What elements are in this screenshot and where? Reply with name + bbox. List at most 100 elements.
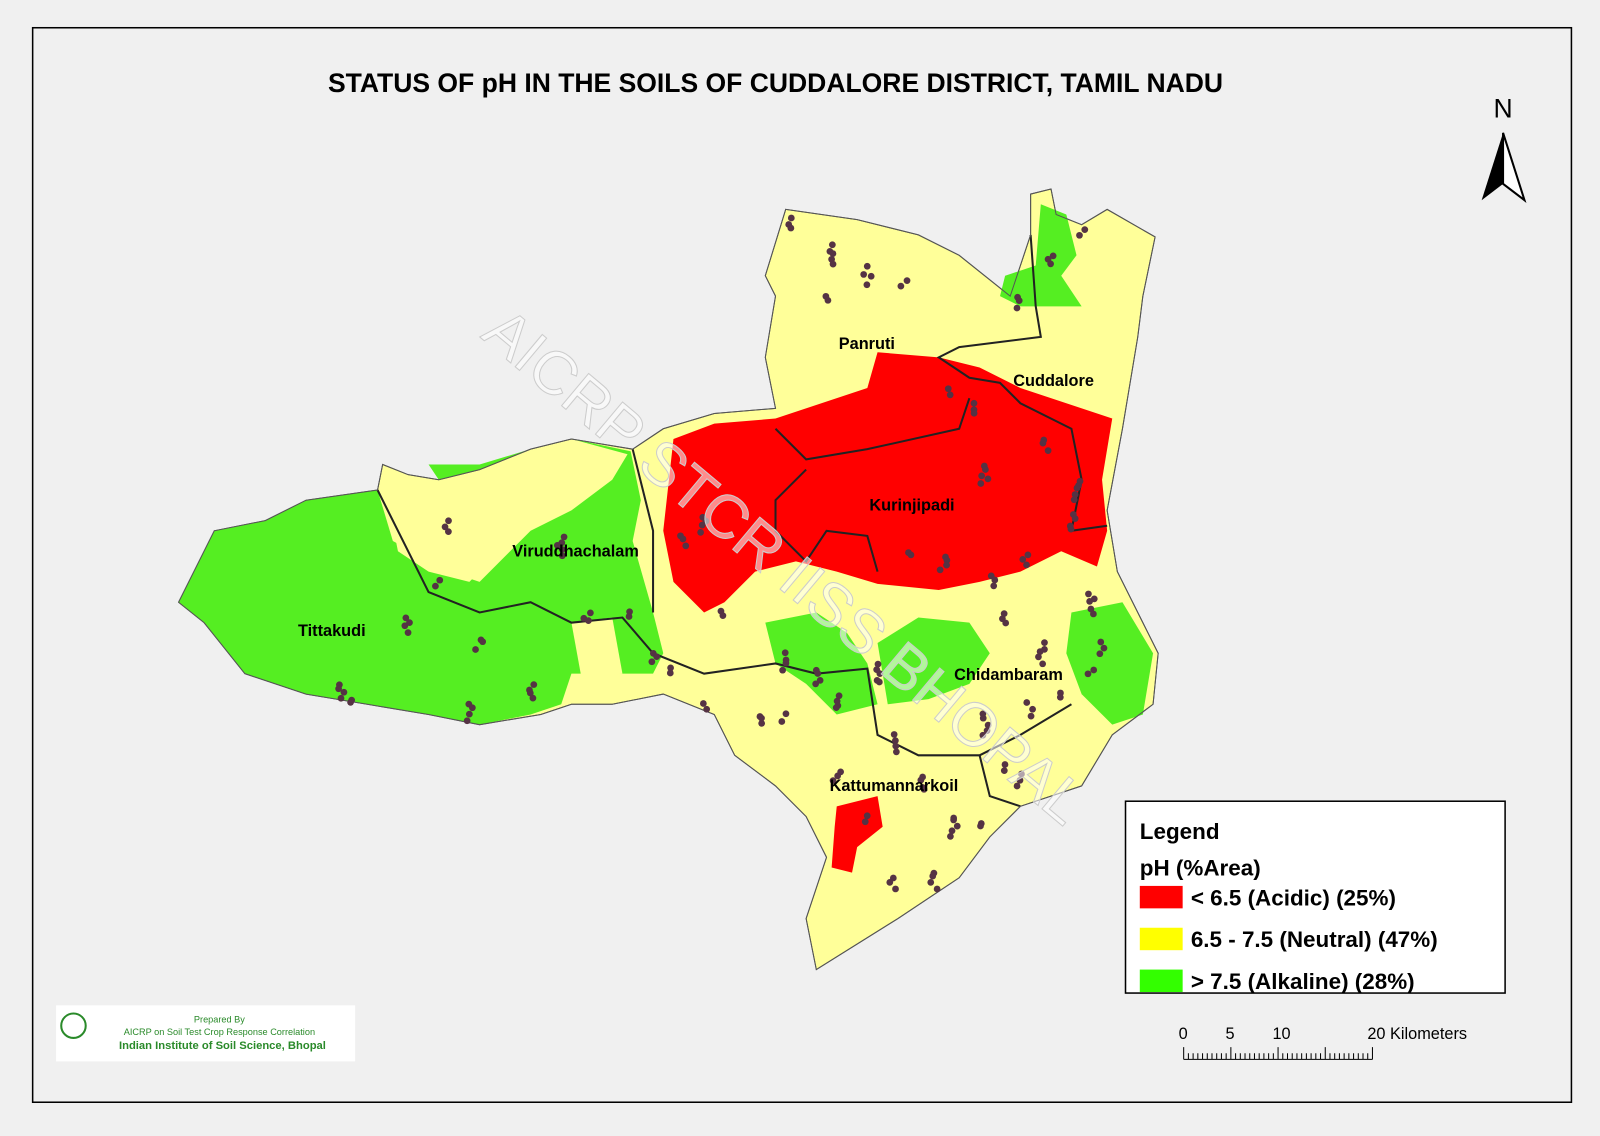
place-label: Viruddhachalam (512, 542, 639, 560)
legend-label: 6.5 - 7.5 (Neutral) (47%) (1191, 927, 1438, 952)
legend: Legend pH (%Area) < 6.5 (Acidic) (25%) 6.… (1124, 800, 1506, 994)
sample-point (950, 816, 957, 824)
sample-point (1086, 598, 1093, 605)
sample-point (936, 566, 944, 574)
sample-point (782, 659, 790, 667)
sample-point (1049, 252, 1057, 260)
sample-point (648, 658, 656, 666)
sample-point (897, 282, 905, 290)
sample-point (861, 818, 869, 826)
sample-point (667, 664, 674, 672)
sample-point (1024, 551, 1032, 559)
sample-point (1076, 231, 1083, 239)
sample-point (927, 878, 935, 886)
scale-label: 5 (1226, 1025, 1235, 1043)
place-label: Cuddalore (1013, 372, 1094, 390)
sample-point (347, 698, 354, 706)
sample-point (1023, 561, 1030, 569)
sample-point (943, 556, 951, 564)
sample-point (832, 704, 840, 712)
boundary (774, 468, 879, 572)
sample-point (1016, 776, 1024, 784)
sample-point (874, 660, 882, 668)
boundary (978, 755, 1021, 808)
sample-point (682, 542, 690, 550)
sample-point (703, 705, 711, 713)
sample-point (436, 576, 444, 584)
sample-point (697, 528, 704, 536)
scale-label: 0 (1179, 1025, 1188, 1043)
sample-point (1018, 770, 1025, 778)
legend-swatch (1139, 927, 1183, 951)
legend-label: > 7.5 (Alkaline) (28%) (1191, 969, 1415, 994)
sample-point (666, 669, 674, 677)
sample-point (1090, 666, 1098, 674)
district-outline (177, 188, 1159, 971)
scale-label: 10 (1272, 1025, 1290, 1043)
sample-point (876, 670, 884, 678)
sample-point (953, 822, 961, 830)
sample-point (782, 710, 790, 718)
sample-point (1081, 226, 1089, 234)
sample-point (787, 214, 795, 222)
alkaline-area (178, 438, 664, 725)
credit-line: Indian Institute of Soil Science, Bhopal (119, 1040, 326, 1052)
credits-box (56, 1005, 356, 1062)
sample-point (1071, 491, 1079, 498)
legend-label: < 6.5 (Acidic) (25%) (1191, 885, 1396, 910)
place-label: Kattumannarkoil (830, 777, 959, 795)
sample-point (978, 472, 986, 480)
sample-point (943, 561, 950, 569)
north-arrow: N (1481, 94, 1527, 203)
sample-point (892, 737, 899, 745)
sample-point (977, 480, 985, 487)
sample-point (947, 832, 954, 840)
alkaline-area (1000, 204, 1082, 307)
sample-point (625, 613, 633, 620)
sample-point (1085, 590, 1092, 598)
sample-point (526, 689, 534, 697)
arrow-left (1481, 132, 1504, 201)
sample-point (758, 719, 766, 727)
sample-point (445, 528, 452, 535)
alkaline-area (765, 612, 878, 715)
alkaline-area (1066, 602, 1154, 725)
sample-point (1013, 782, 1021, 790)
acidic-area (663, 352, 1113, 613)
sample-point (929, 872, 937, 880)
sample-point (890, 731, 898, 738)
place-label: Chidambaram (954, 666, 1063, 684)
sample-point (1041, 639, 1048, 646)
sample-point (1039, 660, 1047, 668)
sample-point (829, 260, 837, 268)
sample-point (1100, 644, 1108, 652)
arrow-right (1502, 132, 1527, 203)
credit-line: AICRP on Soil Test Crop Response Correla… (124, 1027, 315, 1037)
logo (60, 1012, 87, 1039)
neutral-area (571, 617, 623, 679)
sample-point (1023, 699, 1031, 706)
sample-point (1019, 556, 1027, 563)
legend-box (1124, 800, 1506, 994)
sample-point (829, 777, 837, 785)
sample-point (1035, 653, 1042, 661)
sample-point (1002, 619, 1010, 627)
sample-point (472, 646, 479, 653)
sample-point (553, 541, 561, 549)
sample-point (944, 385, 952, 393)
sample-point (1029, 705, 1036, 713)
sample-point (933, 885, 941, 893)
alkaline-area (877, 617, 990, 705)
sample-point (530, 681, 538, 688)
sample-point (977, 822, 984, 830)
boundary (774, 397, 971, 461)
boundary (631, 448, 655, 613)
legend-swatch (1139, 969, 1183, 993)
sample-point (463, 717, 471, 725)
credit-line: Prepared By (194, 1015, 245, 1025)
sample-point (432, 582, 439, 590)
sample-point (824, 296, 832, 304)
sample-point (778, 718, 786, 725)
sample-points (335, 214, 1108, 893)
sample-point (970, 409, 978, 417)
